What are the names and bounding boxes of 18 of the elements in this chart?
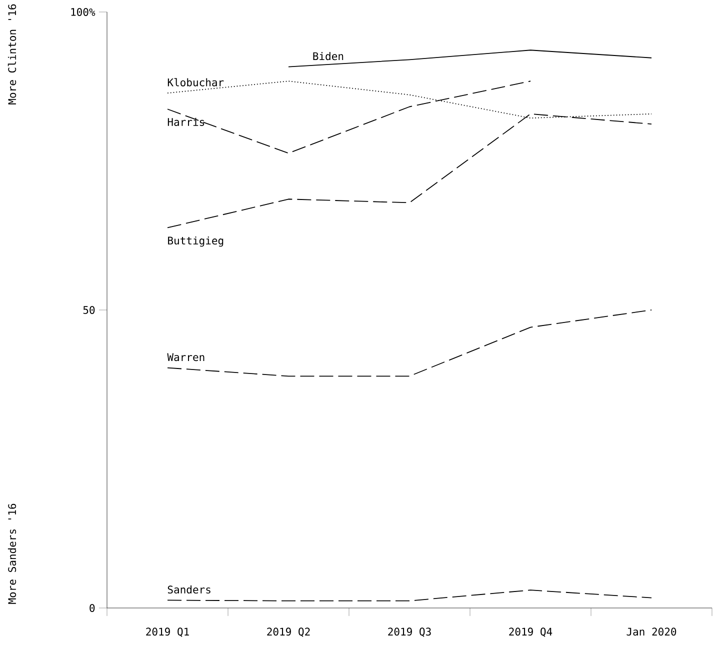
y-tick-label: 100% [71,8,96,16]
series-label: Warren [167,353,204,362]
series-label: Buttigieg [168,236,224,247]
text: More Clinton '16 [8,4,16,104]
series-label: Biden [313,52,344,60]
x-tick-label: 2019 Q4 [509,628,552,637]
y-tick-label: 50 [83,306,95,314]
x-tick-label: 2019 Q3 [388,628,431,637]
line-series [167,310,652,377]
text: More Sanders '16 [8,504,16,604]
x-tick-label: 2019 Q2 [267,628,310,637]
series-label: Harris [168,118,204,126]
y-tick-label: 0 [90,604,95,612]
series-label: Klobuchar [168,78,224,86]
x-tick-label: 2019 Q1 [146,628,189,637]
line-series [288,50,652,68]
x-tick-label: Jan 2020 [626,628,676,636]
series-label: Sanders [168,585,210,594]
